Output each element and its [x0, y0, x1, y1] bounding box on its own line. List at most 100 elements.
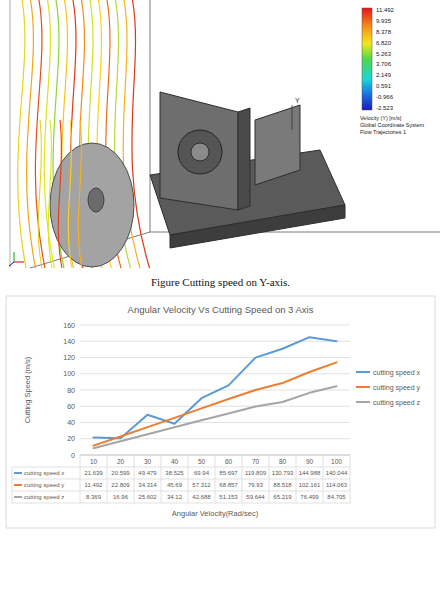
y-tick-label: 160	[63, 322, 75, 329]
table-value: 25.602	[138, 494, 157, 500]
table-value: 16.96	[113, 494, 129, 500]
disc-hub	[88, 188, 104, 212]
series-line	[94, 386, 337, 448]
streamline	[58, 120, 62, 268]
colorbar-label: 9.935	[376, 18, 392, 24]
colorbar-note: Flow Trajectories 1	[360, 129, 406, 135]
grid-line	[80, 341, 350, 342]
grid-line	[80, 390, 350, 391]
table-line	[12, 479, 350, 480]
table-value: 42.688	[192, 494, 211, 500]
table-line	[215, 455, 216, 503]
x-tick-label: 20	[117, 458, 125, 465]
colorbar-label: -0.966	[376, 94, 394, 100]
colorbar-label: 5.263	[376, 51, 392, 57]
table-value: 69.94	[194, 470, 210, 476]
table-line	[269, 455, 270, 503]
x-tick-label: 30	[144, 458, 152, 465]
table-value: 65.219	[273, 494, 292, 500]
table-series-name: cutting speed z	[24, 494, 64, 500]
colorbar-label: 3.706	[376, 61, 392, 67]
box-edge	[10, 0, 11, 268]
page: Y11.4929.9358.3786.8205.2633.7062.1490.5…	[0, 0, 441, 594]
series-line	[94, 362, 337, 445]
table-value: 8.369	[86, 494, 102, 500]
series-lines	[94, 337, 337, 448]
x-tick-label: 90	[306, 458, 314, 465]
table-value: 79.93	[248, 482, 264, 488]
colorbar-label: 6.820	[376, 40, 392, 46]
table-value: 20.599	[111, 470, 130, 476]
streamline	[132, 0, 150, 268]
streamline	[18, 0, 26, 268]
colorbar-label: 11.492	[376, 7, 395, 13]
table-value: 22.809	[111, 482, 130, 488]
table-value: 88.518	[273, 482, 292, 488]
x-tick-label: 60	[225, 458, 233, 465]
table-value: 76.499	[300, 494, 319, 500]
table-legend-key	[14, 472, 22, 474]
table-value: 34.12	[167, 494, 183, 500]
table-value: 140.044	[326, 470, 348, 476]
y-tick-label: 0	[71, 452, 75, 459]
motor	[178, 130, 222, 174]
caption: Figure Cutting speed on Y-axis.	[151, 276, 290, 288]
axis-arrow	[292, 105, 293, 130]
table-value: 57.312	[192, 482, 211, 488]
colorbar	[362, 8, 372, 110]
x-tick-label: 100	[331, 458, 342, 465]
table-legend-key	[14, 484, 22, 486]
legend-key	[356, 371, 370, 373]
base-side	[170, 205, 345, 248]
table-value: 45.69	[167, 482, 183, 488]
table-line	[188, 455, 189, 503]
table-series-name: cutting speed y	[24, 482, 64, 488]
axis-label: Y	[295, 97, 300, 104]
x-tick-label: 70	[252, 458, 260, 465]
table-line	[12, 491, 350, 492]
streamline	[38, 120, 42, 268]
colorbar-note: Global Coordinate System	[360, 122, 425, 128]
table-value: 114.063	[326, 482, 348, 488]
legend-label: cutting speed y	[373, 384, 421, 392]
streamline	[78, 120, 82, 268]
x-tick-label: 80	[279, 458, 287, 465]
y-axis-title: Cutting Speed (m/s)	[23, 356, 32, 423]
table-legend-key	[14, 496, 22, 498]
table-value: 144.988	[299, 470, 321, 476]
x-axis-title: Angular Velocity(Rad/sec)	[172, 509, 259, 518]
streamline	[68, 120, 72, 268]
table-value: 51.153	[219, 494, 238, 500]
streamline	[35, 0, 45, 268]
y-tick-label: 120	[63, 354, 75, 361]
bracket	[255, 105, 300, 185]
legend-label: cutting speed x	[373, 369, 421, 377]
y-tick-label: 60	[67, 403, 75, 410]
table-line	[161, 455, 162, 503]
y-tick-label: 80	[67, 387, 75, 394]
table-value: 85.697	[219, 470, 238, 476]
cutting-disc	[50, 143, 134, 267]
colorbar-label: 2.149	[376, 72, 392, 78]
y-tick-label: 140	[63, 338, 75, 345]
table-line	[12, 467, 350, 468]
table-value: 59.644	[246, 494, 265, 500]
x-tick-label: 10	[90, 458, 98, 465]
grid-line	[80, 357, 350, 358]
table-value: 38.525	[165, 470, 184, 476]
plate-side	[238, 108, 250, 210]
table-line	[242, 455, 243, 503]
table-value: 34.314	[138, 482, 157, 488]
box-edge	[150, 0, 151, 232]
vertical-plate	[160, 92, 238, 210]
x-tick-label: 50	[198, 458, 206, 465]
table-line	[12, 467, 13, 503]
y-tick-label: 40	[67, 419, 75, 426]
table-value: 102.161	[299, 482, 321, 488]
chart: Angular Velocity Vs Cutting Speed on 3 A…	[6, 296, 435, 528]
table-line	[323, 455, 324, 503]
y-tick-label: 20	[67, 435, 75, 442]
colorbar-label: -2.523	[376, 105, 394, 111]
flow-render: Y11.4929.9358.3786.8205.2633.7062.1490.5…	[9, 0, 440, 268]
colorbar-title: Velocity (Y) [m/s]	[360, 115, 402, 121]
